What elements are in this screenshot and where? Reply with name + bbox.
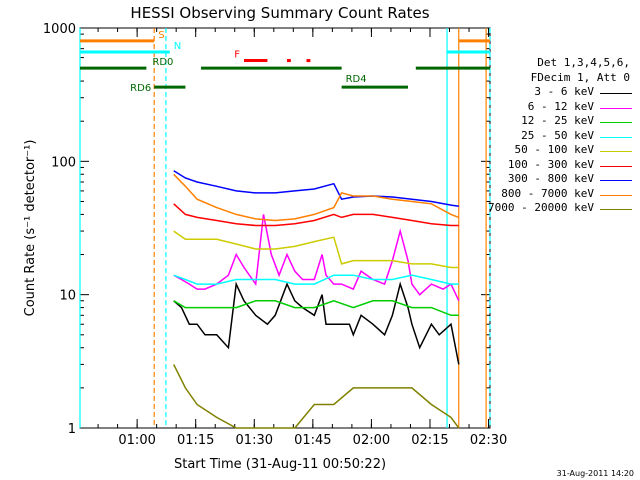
- series-line: [173, 214, 460, 302]
- legend-swatch: [600, 122, 632, 123]
- legend-entry: 800 - 7000 keV: [501, 186, 594, 200]
- series-line: [173, 300, 459, 317]
- flag-bar-label: N: [174, 41, 181, 52]
- series-line: [173, 230, 459, 269]
- y-axis-label: Count Rate (s⁻¹ detector⁻¹): [23, 140, 38, 317]
- x-tick-label: 02:15: [411, 433, 448, 448]
- legend-swatch: [600, 194, 632, 196]
- legend-entry: 25 - 50 keV: [521, 128, 594, 142]
- legend-header: FDecim 1, Att 0: [530, 70, 630, 84]
- y-tick-label: 10: [59, 289, 76, 304]
- flag-bar-label: S: [158, 30, 164, 41]
- flag-bar-label: RD6: [130, 83, 151, 94]
- y-tick-label: 1000: [43, 22, 76, 37]
- legend-entry: 50 - 100 keV: [514, 143, 594, 156]
- series-line: [173, 274, 459, 285]
- legend-swatch: [600, 93, 632, 94]
- x-tick-label: 02:00: [353, 433, 390, 448]
- flag-bar-label: F: [234, 50, 240, 61]
- series-line: [173, 170, 459, 208]
- x-axis-label: Start Time (31-Aug-11 00:50:22): [174, 457, 386, 472]
- series-line: [173, 364, 460, 429]
- flag-bar-label: RD4: [346, 74, 367, 85]
- footer-timestamp: 31-Aug-2011 14:20: [557, 469, 634, 478]
- legend-swatch: [600, 151, 632, 152]
- legend-entry: 12 - 25 keV: [521, 114, 594, 127]
- legend-swatch: [600, 136, 632, 138]
- legend-header: Det 1,3,4,5,6,: [537, 56, 630, 69]
- legend-entry: 3 - 6 keV: [534, 85, 594, 98]
- x-tick-label: 01:30: [236, 433, 273, 448]
- x-tick-label: 01:45: [294, 433, 331, 448]
- legend-swatch: [600, 180, 632, 181]
- y-tick-label: 100: [51, 155, 76, 170]
- legend-entry: 6 - 12 keV: [527, 99, 594, 113]
- legend-entry: 300 - 800 keV: [507, 172, 594, 185]
- legend-swatch: [600, 209, 632, 210]
- series-line: [173, 203, 459, 227]
- legend-swatch: [600, 165, 632, 167]
- plot-area: 1 10 100 1000 01:00 01:15 01:30 01:45 02:00 02:15…: [43, 22, 507, 448]
- legend-entry: 100 - 300 keV: [507, 157, 594, 171]
- x-tick-label: 01:00: [118, 433, 155, 448]
- legend-entry: 7000 - 20000 keV: [488, 201, 594, 214]
- series-line: [173, 173, 460, 222]
- x-tick-label: 01:15: [177, 433, 214, 448]
- y-tick-label: 1: [68, 422, 76, 437]
- chart-title: HESSI Observing Summary Count Rates: [130, 4, 429, 22]
- legend-swatch: [600, 107, 632, 109]
- x-tick-label: 02:30: [470, 433, 507, 448]
- series-line: [173, 281, 460, 365]
- flag-bar-label: RD0: [152, 57, 173, 68]
